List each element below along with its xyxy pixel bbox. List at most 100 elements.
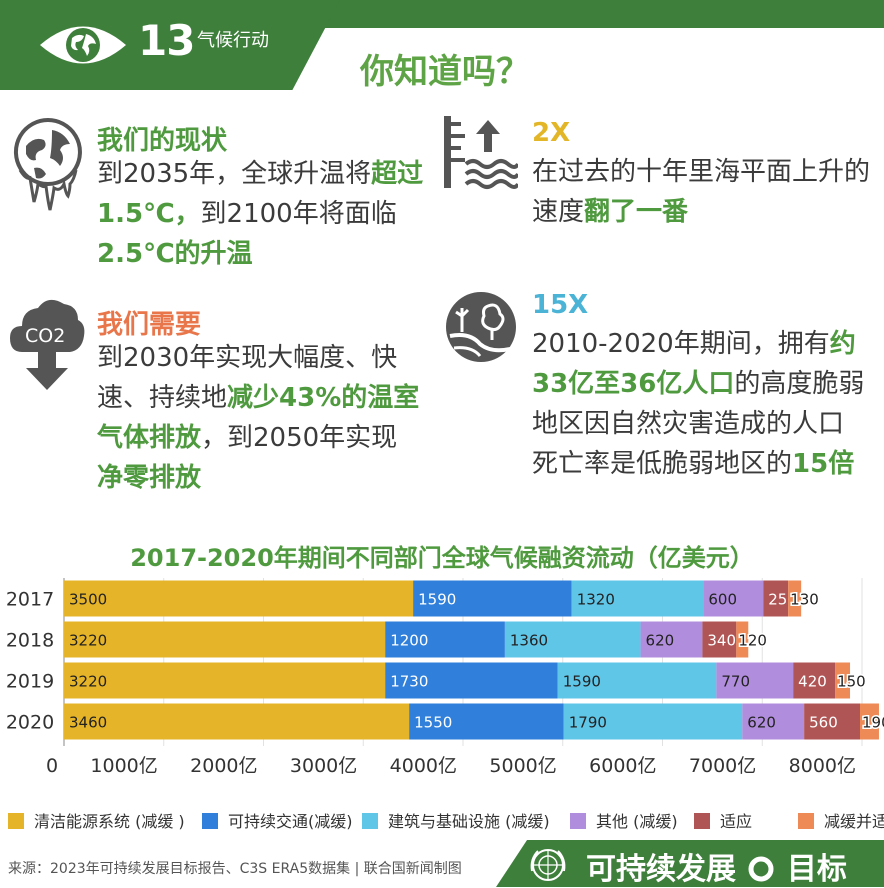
header-white-panel bbox=[300, 28, 884, 90]
fact-title-15x: 15X bbox=[532, 290, 589, 320]
x-tick-label: 5000亿 bbox=[489, 755, 556, 777]
fact-title-current: 我们的现状 bbox=[97, 126, 228, 156]
x-tick-label: 4000亿 bbox=[390, 755, 457, 777]
legend-item: 其他 (减缓) bbox=[570, 808, 678, 832]
bar-segment bbox=[385, 662, 558, 699]
un-emblem-icon bbox=[530, 849, 566, 881]
fact-segment: 地区因自然灾害造成的人口 bbox=[532, 409, 845, 439]
fact-highlight: 气体排放 bbox=[97, 423, 202, 453]
bar-value-label: 3220 bbox=[69, 673, 107, 691]
legend-swatch bbox=[798, 813, 814, 829]
chart-title: 2017-2020年期间不同部门全球气候融资流动（亿美元） bbox=[130, 544, 754, 572]
bar-segment bbox=[860, 703, 879, 740]
y-category-label: 2019 bbox=[6, 671, 54, 693]
bar-segment bbox=[563, 703, 743, 740]
fact-line: 2010-2020年期间，拥有约 bbox=[532, 324, 864, 364]
stacked-bar-chart: 0 1000亿 2000亿 3000亿 4000亿 5000亿 6000亿 7000亿 8000… bbox=[6, 578, 884, 777]
bar-segment bbox=[64, 703, 410, 740]
fact-line: 2.5℃的升温 bbox=[97, 234, 423, 274]
fact-segment: 2010-2020年期间，拥有 bbox=[532, 329, 830, 359]
bar-value-label: 130 bbox=[790, 591, 819, 609]
bar-value-label: 340 bbox=[707, 632, 736, 650]
goal-number: 13 bbox=[138, 16, 195, 65]
bar-segment bbox=[409, 703, 564, 740]
bar-segment bbox=[64, 621, 386, 658]
fact-text-2x: 在过去的十年里海平面上升的 速度翻了一番 bbox=[532, 152, 870, 232]
sdg-brand-left: 可持续发展 bbox=[586, 852, 736, 887]
x-tick-label: 2000亿 bbox=[190, 755, 257, 777]
landslide-tree-icon bbox=[446, 292, 516, 362]
x-tick-label: 8000亿 bbox=[789, 755, 856, 777]
bar-segment bbox=[835, 662, 851, 699]
fact-highlight: 2.5℃的升温 bbox=[97, 239, 253, 269]
fact-segment: 到2100年将面临 bbox=[200, 199, 397, 229]
bar-value-label: 1550 bbox=[414, 714, 452, 732]
sdg-brand: 可持续发展 目标 bbox=[586, 844, 847, 888]
fact-segment: 到2035年，全球升温将 bbox=[97, 159, 372, 189]
fact-highlight: 约 bbox=[829, 329, 856, 359]
bar-value-label: 3220 bbox=[69, 632, 107, 650]
header: 13 气候行动 你知道吗？ bbox=[0, 0, 884, 92]
fact-text-need: 到2030年实现大幅度、快 速、持续地减少43%的温室 气体排放，到2050年实现净… bbox=[97, 338, 419, 498]
fact-highlight: 33亿至36亿人口 bbox=[532, 369, 735, 399]
x-tick-label: 7000亿 bbox=[689, 755, 756, 777]
bar-value-label: 1790 bbox=[569, 714, 607, 732]
legend-swatch bbox=[8, 813, 24, 829]
fact-line: 速、持续地减少43%的温室 bbox=[97, 378, 419, 418]
legend-label: 其他 (减缓) bbox=[596, 812, 678, 831]
bar-value-label: 600 bbox=[708, 591, 737, 609]
bar-value-label: 560 bbox=[809, 714, 838, 732]
x-tick-label: 3000亿 bbox=[290, 755, 357, 777]
fact-line: 在过去的十年里海平面上升的 bbox=[532, 152, 870, 192]
bar-value-label: 1320 bbox=[577, 591, 615, 609]
y-category-label: 2018 bbox=[6, 630, 54, 652]
sdg-brand-right: 目标 bbox=[786, 852, 847, 887]
bar-segment bbox=[557, 662, 717, 699]
bar-value-label: 1200 bbox=[390, 632, 428, 650]
goal-label: 气候行动 bbox=[197, 30, 269, 51]
x-tick-label: 0 bbox=[46, 755, 58, 777]
y-category-label: 2017 bbox=[6, 589, 54, 611]
legend-swatch bbox=[202, 813, 218, 829]
legend-swatch bbox=[694, 813, 710, 829]
fact-line: 到2030年实现大幅度、快 bbox=[97, 338, 419, 378]
bar-segment bbox=[64, 580, 414, 617]
legend-label: 清洁能源系统 (减缓 ) bbox=[34, 812, 185, 831]
fact-highlight: 减少43%的温室 bbox=[227, 383, 420, 413]
bar-segment bbox=[64, 662, 386, 699]
sea-level-rise-icon bbox=[444, 116, 518, 189]
fact-highlight: 1.5℃， bbox=[97, 199, 201, 229]
fact-line: 1.5℃，到2100年将面临 bbox=[97, 194, 423, 234]
bar-segment bbox=[793, 662, 836, 699]
bar-value-label: 3500 bbox=[69, 591, 107, 609]
fact-line: 地区因自然灾害造成的人口 bbox=[532, 404, 864, 444]
sdg-wheel-icon bbox=[748, 856, 774, 882]
bar-value-label: 120 bbox=[738, 632, 767, 650]
fact-segment: 在过去的十年里海平面上升的 bbox=[532, 157, 871, 187]
bar-segment bbox=[504, 621, 641, 658]
bar-segment bbox=[804, 703, 861, 740]
bar-value-label: 150 bbox=[837, 673, 866, 691]
page-title: 你知道吗？ bbox=[360, 52, 530, 92]
bar-segment bbox=[703, 580, 764, 617]
fact-text-current: 到2035年，全球升温将超过 1.5℃，到2100年将面临 2.5℃的升温 bbox=[97, 154, 423, 274]
fact-line: 死亡率是低脆弱地区的15倍 bbox=[532, 444, 864, 484]
sdg-footer-band bbox=[496, 840, 884, 887]
bar-value-label: 770 bbox=[721, 673, 750, 691]
bar-segment bbox=[763, 580, 789, 617]
fact-segment: 死亡率是低脆弱地区的 bbox=[532, 449, 793, 479]
bar-segment bbox=[571, 580, 704, 617]
fact-segment: 速、持续地 bbox=[97, 383, 228, 413]
legend-swatch bbox=[362, 813, 378, 829]
melting-earth-icon bbox=[13, 118, 82, 211]
y-category-label: 2020 bbox=[6, 712, 54, 734]
bar-segment bbox=[736, 621, 749, 658]
bar-segment bbox=[742, 703, 805, 740]
legend-item: 适应 bbox=[694, 808, 752, 832]
legend-item: 清洁能源系统 (减缓 ) bbox=[8, 808, 185, 832]
fact-highlight: 净零排放 bbox=[97, 463, 202, 493]
fact-title-need: 我们需要 bbox=[97, 310, 202, 340]
bar-segment bbox=[413, 580, 572, 617]
bar-segment bbox=[788, 580, 802, 617]
legend-item: 减缓并适应 bbox=[798, 808, 884, 832]
